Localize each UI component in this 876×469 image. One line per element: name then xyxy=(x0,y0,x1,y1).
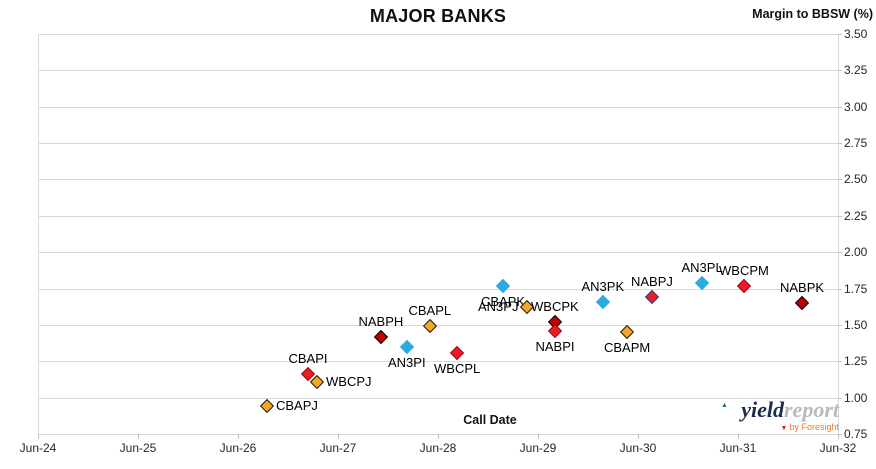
y-tick-mark xyxy=(838,397,842,399)
y-tick-label: 3.25 xyxy=(844,63,868,78)
x-tick-label: Jun-30 xyxy=(619,441,657,455)
data-point-label: WBCPJ xyxy=(326,373,372,389)
data-point-label: AN3PL xyxy=(681,259,723,275)
data-point-label: CBAPL xyxy=(408,303,452,319)
plot-border xyxy=(38,34,39,434)
y-tick-label: 2.75 xyxy=(844,136,868,151)
y-tick-label: 1.75 xyxy=(844,281,868,296)
gridline xyxy=(38,397,838,399)
x-tick-mark xyxy=(538,434,539,439)
gridline xyxy=(38,215,838,217)
data-point-label: AN3PJ xyxy=(478,299,519,315)
y-tick-label: 1.25 xyxy=(844,354,868,369)
yieldreport-logo[interactable]: ▲ yieldreport ▼ by Foresight xyxy=(697,398,839,436)
gridline xyxy=(38,179,838,181)
gridline xyxy=(38,252,838,254)
data-point-label: CBAPK xyxy=(481,293,526,309)
y-tick-mark xyxy=(838,361,842,363)
x-tick-label: Jun-28 xyxy=(419,441,457,455)
x-tick-label: Jun-29 xyxy=(519,441,557,455)
x-tick-label: Jun-31 xyxy=(719,441,757,455)
y-tick-label: 2.50 xyxy=(844,172,868,187)
y-tick-mark xyxy=(838,324,842,326)
logo-yield-text: yield xyxy=(741,397,784,422)
gridline xyxy=(38,361,838,363)
gridline xyxy=(38,34,838,35)
y-tick-mark xyxy=(838,434,842,435)
data-point-label: CBAPJ xyxy=(276,398,318,414)
y-tick-mark xyxy=(838,179,842,181)
y-axis-title: Margin to BBSW (%) xyxy=(752,7,873,21)
y-tick-mark xyxy=(838,215,842,217)
x-axis-title: Call Date xyxy=(463,413,517,427)
y-tick-mark xyxy=(838,288,842,290)
logo-tagline: ▼ by Foresight xyxy=(697,422,839,434)
data-point-label: AN3PK xyxy=(581,278,625,294)
gridline xyxy=(38,324,838,326)
gridline xyxy=(38,143,838,145)
logo-down-triangle-icon: ▼ xyxy=(780,425,788,432)
data-point-label: NABPI xyxy=(535,338,575,354)
y-tick-label: 2.25 xyxy=(844,208,868,223)
logo-report-text: report xyxy=(784,397,839,422)
x-tick-mark xyxy=(38,434,39,439)
x-tick-label: Jun-32 xyxy=(819,441,857,455)
x-tick-mark xyxy=(838,434,839,439)
y-tick-label: 3.50 xyxy=(844,27,868,41)
data-point-label: CBAPI xyxy=(288,351,328,367)
x-tick-mark xyxy=(638,434,639,439)
data-point-label: AN3PI xyxy=(388,354,426,370)
x-tick-mark xyxy=(238,434,239,439)
y-tick-mark xyxy=(838,252,842,254)
x-tick-mark xyxy=(738,434,739,439)
y-tick-label: 2.00 xyxy=(844,245,868,260)
data-point-label: WBCPL xyxy=(434,360,481,376)
x-tick-mark xyxy=(338,434,339,439)
y-tick-label: 1.00 xyxy=(844,390,868,405)
y-tick-mark xyxy=(838,34,842,35)
plot-border xyxy=(838,34,839,434)
data-point-label: WBCPK xyxy=(531,299,579,314)
chart-title: MAJOR BANKS xyxy=(369,6,507,26)
gridline xyxy=(38,106,838,108)
y-tick-mark xyxy=(838,143,842,145)
y-tick-mark xyxy=(838,106,842,108)
x-tick-mark xyxy=(138,434,139,439)
gridline xyxy=(38,70,838,72)
y-tick-label: 0.75 xyxy=(844,427,868,441)
y-tick-label: 1.50 xyxy=(844,317,868,332)
y-tick-mark xyxy=(838,70,842,72)
logo-wordmark: ▲ yieldreport xyxy=(697,398,839,422)
data-point-label: NABPJ xyxy=(631,274,673,290)
x-tick-label: Jun-27 xyxy=(319,441,357,455)
logo-up-triangle-icon: ▲ xyxy=(721,401,728,409)
data-point-label: CBAPM xyxy=(604,340,651,356)
x-tick-label: Jun-24 xyxy=(19,441,57,455)
gridline xyxy=(38,288,838,290)
data-point-label: NABPK xyxy=(780,280,825,296)
x-tick-label: Jun-26 xyxy=(219,441,257,455)
data-point-label: NABPH xyxy=(358,313,404,329)
x-tick-mark xyxy=(438,434,439,439)
data-point-label: WBCPM xyxy=(719,262,769,278)
x-tick-label: Jun-25 xyxy=(119,441,157,455)
y-tick-label: 3.00 xyxy=(844,99,868,114)
logo-tagline-text: by Foresight xyxy=(789,422,839,432)
